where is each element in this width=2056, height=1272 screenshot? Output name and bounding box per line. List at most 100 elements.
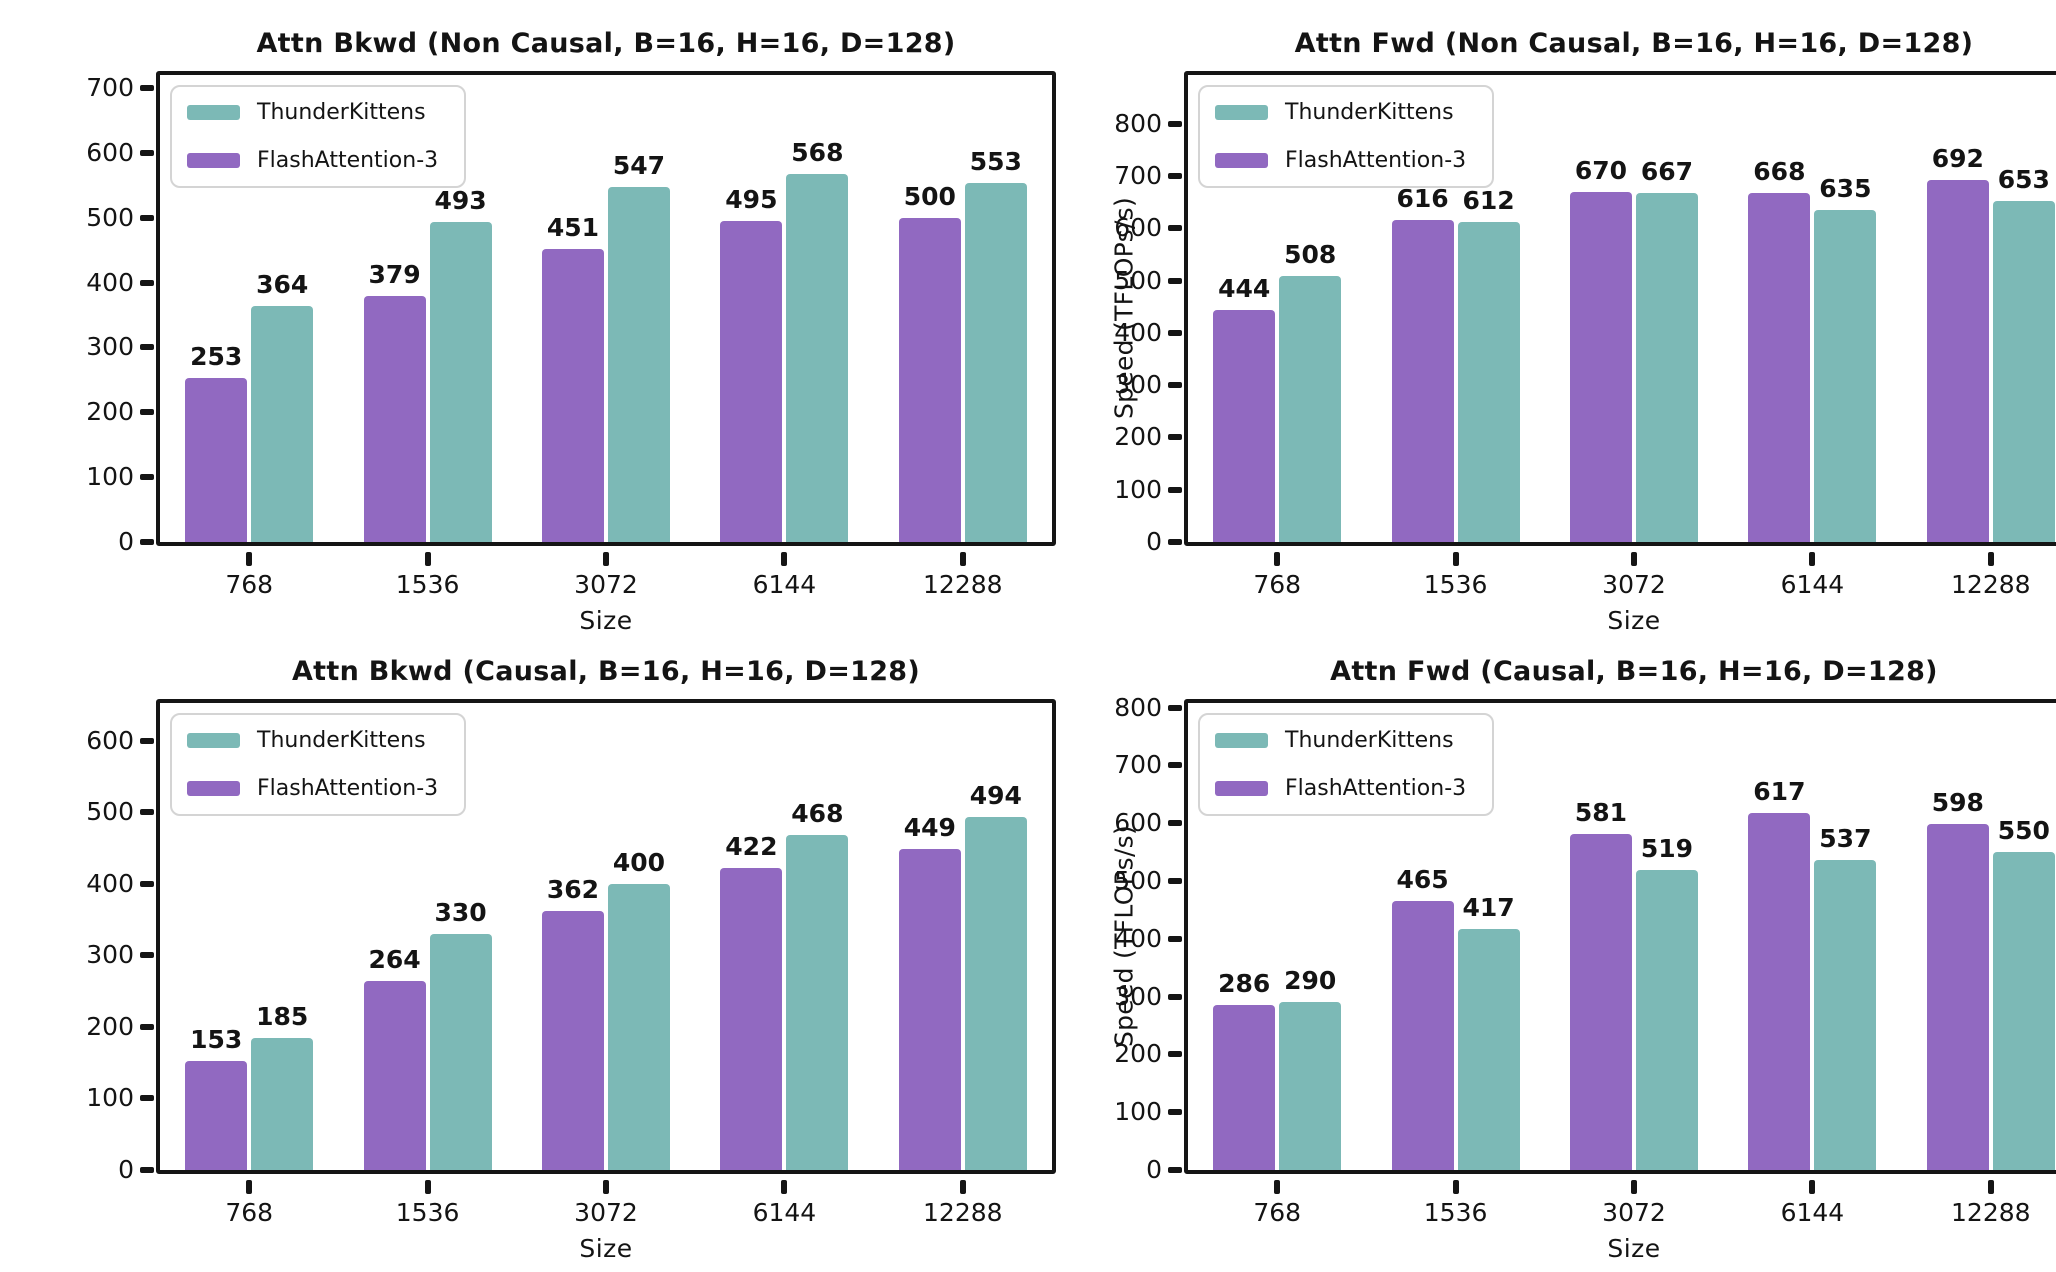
legend: ThunderKittens FlashAttention-3 (170, 713, 467, 816)
y-tick-label: 100 (86, 1083, 134, 1113)
y-tick-mark (140, 1023, 154, 1030)
y-tick-label: 100 (1114, 474, 1162, 504)
plot-area: ThunderKittens FlashAttention-3 0 100 200 30… (86, 71, 1056, 599)
x-tick-mark (1274, 552, 1281, 566)
y-tick-label: 600 (1114, 808, 1162, 838)
chart-title: Attn Fwd (Causal, B=16, H=16, D=128) (1330, 656, 1938, 687)
bar-group: 379 493 1536 (338, 75, 516, 599)
bar-value-label: 444 (1218, 273, 1271, 303)
x-tick-label: 768 (1253, 1198, 1302, 1227)
bar-flashattention-3: 598 (1926, 788, 1989, 1170)
x-tick-label: 768 (225, 570, 274, 599)
bar-value-label: 598 (1931, 788, 1984, 818)
y-tick-mark (1168, 225, 1182, 232)
bar-value-label: 364 (256, 269, 309, 299)
bar-value-label: 362 (546, 875, 600, 905)
x-tick-mark (959, 1180, 966, 1194)
bar-group: 362 400 3072 (517, 703, 695, 1227)
bar-value-label: 465 (1396, 865, 1449, 895)
bar-group: 449 494 12288 (874, 703, 1052, 1227)
y-tick-label: 400 (86, 868, 134, 898)
bar-value-label: 519 (1640, 834, 1694, 864)
x-tick-mark (1452, 552, 1459, 566)
bar-value-label: 550 (1997, 816, 2050, 846)
bar-value-label: 537 (1819, 823, 1872, 853)
x-tick-label: 3072 (1602, 1198, 1666, 1227)
bar-flashattention-3: 465 (1391, 865, 1454, 1170)
y-tick-mark (140, 474, 154, 481)
x-tick-label: 6144 (752, 570, 817, 599)
bar-value-label: 500 (903, 181, 956, 211)
bar-value-label: 668 (1753, 156, 1806, 186)
bar-thunderkittens: 508 (1279, 240, 1342, 542)
bar-thunderkittens: 635 (1814, 174, 1877, 542)
chart-attn-fwd-causal: Attn Fwd (Causal, B=16, H=16, D=128) Spe… (1068, 644, 2056, 1272)
y-tick-label: 200 (86, 1011, 134, 1041)
x-axis-label: Size (1607, 1234, 1661, 1263)
y-tick-label: 600 (86, 137, 134, 167)
bar-thunderkittens: 550 (1992, 816, 2055, 1170)
bar-group: 668 635 6144 (1723, 75, 1901, 599)
x-axis-label: Size (579, 1234, 633, 1263)
x-tick-mark (246, 1180, 253, 1194)
bar-value-label: 493 (434, 186, 487, 216)
y-tick-label: 800 (1114, 692, 1162, 722)
chart-title: Attn Bkwd (Causal, B=16, H=16, D=128) (291, 656, 921, 687)
legend-label: ThunderKittens (257, 728, 426, 753)
bar-value-label: 653 (1997, 164, 2050, 194)
bar-value-label: 330 (434, 898, 487, 927)
x-tick-mark (1630, 552, 1637, 566)
y-tick-mark (1168, 993, 1182, 1000)
bar-thunderkittens: 547 (607, 151, 670, 542)
x-tick-label: 768 (225, 1198, 274, 1227)
legend-item: ThunderKittens (187, 100, 438, 125)
y-tick-mark (1168, 329, 1182, 336)
bar-flashattention-3: 581 (1569, 798, 1632, 1170)
bar-flashattention-3: 668 (1748, 157, 1811, 542)
x-tick-mark (781, 552, 788, 566)
bar-flashattention-3: 500 (898, 182, 961, 542)
x-tick-mark (246, 552, 253, 566)
bar-value-label: 692 (1931, 144, 1984, 174)
y-tick-mark (140, 1095, 154, 1102)
y-tick-mark (140, 344, 154, 351)
y-tick-label: 400 (1114, 317, 1162, 347)
bar-thunderkittens: 612 (1457, 186, 1520, 542)
y-tick-label: 500 (1114, 265, 1162, 295)
plot-area: ThunderKittens FlashAttention-3 0 100 200 30… (1114, 694, 2056, 1227)
bar-thunderkittens: 468 (786, 799, 849, 1170)
bar-value-label: 153 (190, 1024, 243, 1054)
x-tick-mark (602, 552, 609, 566)
bar-value-label: 568 (791, 137, 844, 167)
bar-flashattention-3: 362 (541, 875, 604, 1170)
bar-value-label: 494 (969, 780, 1022, 810)
x-axis-label: Size (579, 606, 633, 635)
legend-swatch (187, 781, 240, 796)
bar-thunderkittens: 568 (786, 138, 849, 542)
bar-group: 286 290 768 (1188, 703, 1366, 1227)
y-tick-mark (1168, 172, 1182, 179)
y-tick-mark (140, 214, 154, 221)
x-tick-label: 6144 (1780, 570, 1845, 599)
x-tick-label: 768 (1253, 570, 1302, 599)
y-tick-label: 0 (118, 1155, 134, 1184)
bar-value-label: 670 (1574, 155, 1628, 185)
bar-value-label: 468 (791, 799, 844, 829)
x-tick-mark (959, 552, 966, 566)
bar-thunderkittens: 417 (1457, 893, 1520, 1170)
bar-thunderkittens: 290 (1279, 966, 1342, 1170)
legend-swatch (187, 105, 240, 120)
bar-group: 581 519 3072 (1545, 703, 1723, 1227)
y-tick-label: 200 (86, 397, 134, 427)
legend-item: FlashAttention-3 (1215, 776, 1466, 801)
y-tick-mark (140, 1167, 154, 1173)
y-tick-label: 500 (86, 797, 134, 827)
legend-item: ThunderKittens (1215, 100, 1466, 125)
y-tick-mark (140, 84, 154, 91)
y-tick-label: 700 (1114, 750, 1162, 780)
x-tick-mark (1452, 1180, 1459, 1194)
x-tick-mark (602, 1180, 609, 1194)
legend-item: FlashAttention-3 (1215, 148, 1466, 173)
y-tick-label: 0 (118, 527, 134, 556)
y-tick-label: 700 (86, 72, 134, 102)
